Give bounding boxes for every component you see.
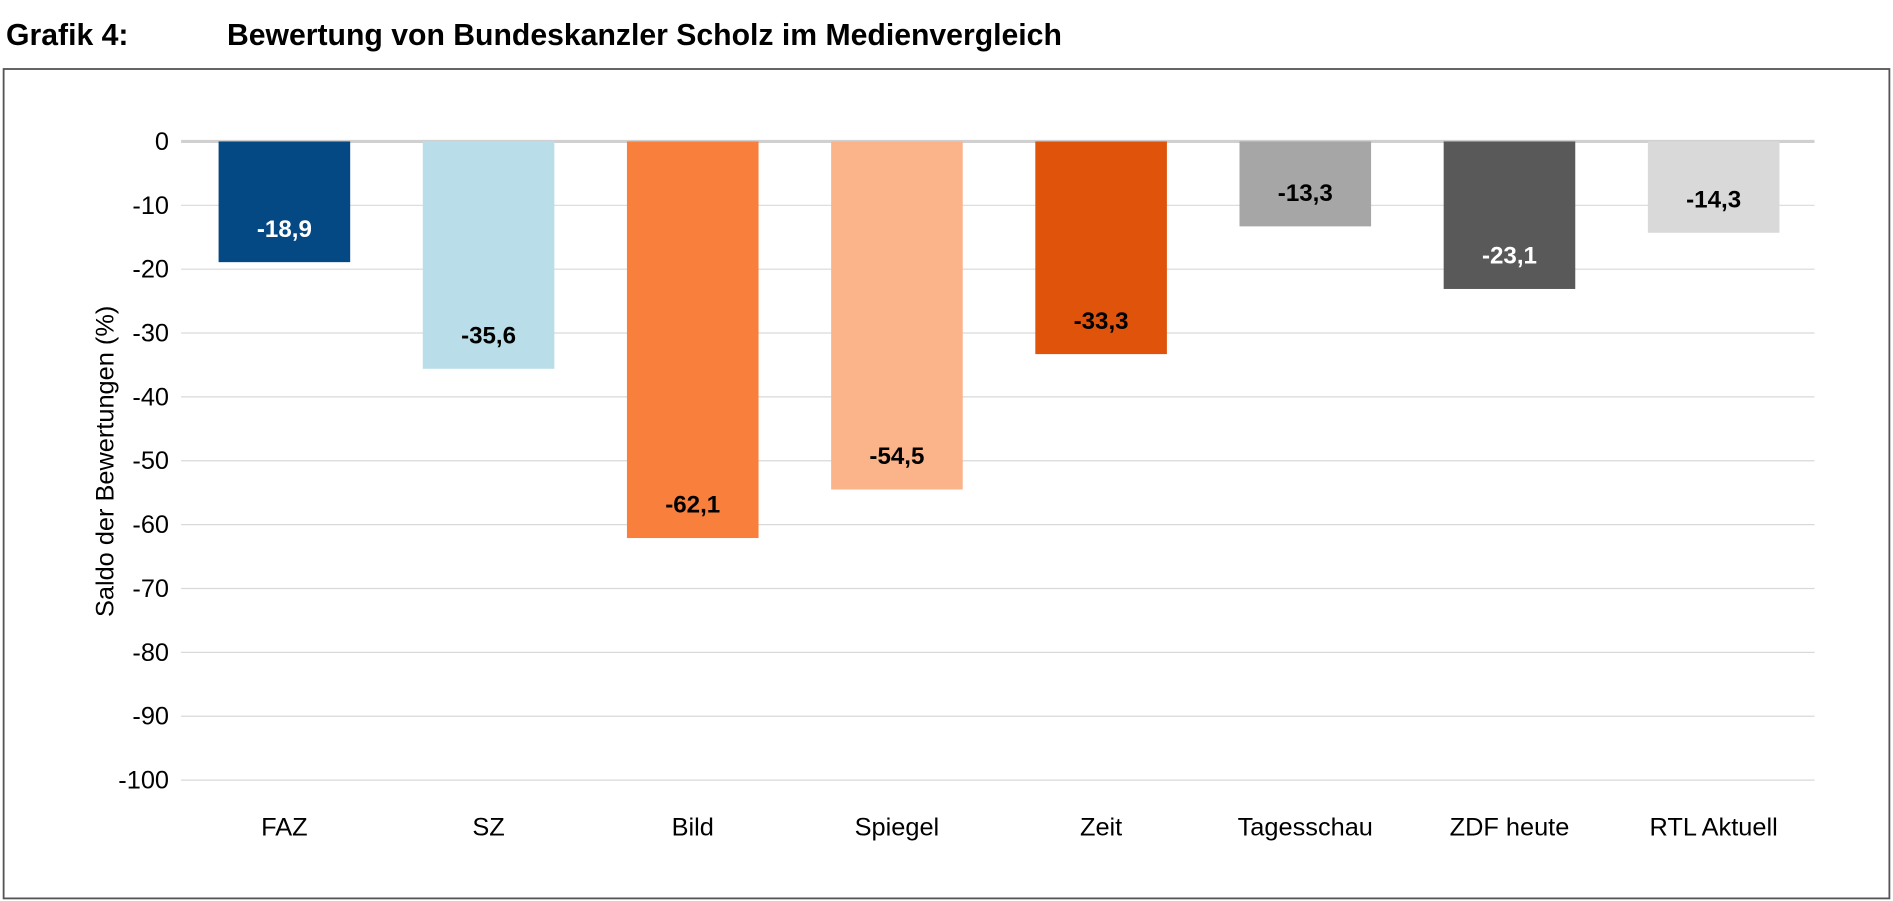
y-tick-label: -50 — [132, 447, 169, 475]
y-tick-label: -30 — [132, 319, 169, 347]
x-tick-label: RTL Aktuell — [1650, 814, 1778, 842]
chart-frame — [2, 68, 1891, 900]
x-axis-labels: FAZ SZ Bild Spiegel Zeit Tagesschau ZDF heute R… — [261, 814, 1778, 842]
y-tick-label: -70 — [132, 575, 169, 603]
y-axis-label: Saldo der Bewertungen (%) — [91, 306, 119, 617]
bar — [422, 141, 555, 369]
y-tick-label: -100 — [118, 767, 169, 795]
x-tick-label: Bild — [672, 814, 714, 842]
y-tick-label: -80 — [132, 639, 169, 667]
x-tick-label: Spiegel — [855, 814, 940, 842]
figure-label: Grafik 4: — [6, 19, 128, 52]
bars: -18,9 -35,6 -62,1 -54,5 -33,3 -13,3 -23,1 -14,3 — [218, 141, 1780, 539]
chart-title: Bewertung von Bundeskanzler Scholz im Me… — [227, 19, 1062, 52]
bar — [1239, 141, 1372, 227]
data-label: -33,3 — [1074, 308, 1129, 335]
y-tick-label: -40 — [132, 383, 169, 411]
data-label: -23,1 — [1482, 243, 1537, 270]
y-axis-ticks: 0 -10 -20 -30 -40 -50 -60 -70 -80 -90 -100 — [118, 128, 169, 795]
x-tick-label: ZDF heute — [1450, 814, 1570, 842]
data-label: -62,1 — [665, 492, 720, 519]
data-label: -18,9 — [257, 216, 312, 243]
y-tick-label: -10 — [132, 192, 169, 220]
data-label: -35,6 — [461, 322, 516, 349]
x-tick-label: Zeit — [1080, 814, 1122, 842]
data-label: -13,3 — [1278, 180, 1333, 207]
y-tick-label: -20 — [132, 256, 169, 284]
bar — [626, 141, 759, 539]
y-tick-label: 0 — [155, 128, 169, 156]
data-label: -14,3 — [1686, 186, 1741, 213]
x-tick-label: FAZ — [261, 814, 307, 842]
bar — [218, 141, 351, 263]
x-tick-label: Tagesschau — [1238, 814, 1373, 842]
x-tick-label: SZ — [472, 814, 504, 842]
bar — [831, 141, 963, 490]
bar — [1035, 141, 1167, 355]
y-tick-label: -90 — [132, 703, 169, 731]
y-tick-label: -60 — [132, 511, 169, 539]
bar — [1443, 141, 1576, 289]
data-label: -54,5 — [869, 443, 924, 470]
bar — [1647, 141, 1780, 233]
